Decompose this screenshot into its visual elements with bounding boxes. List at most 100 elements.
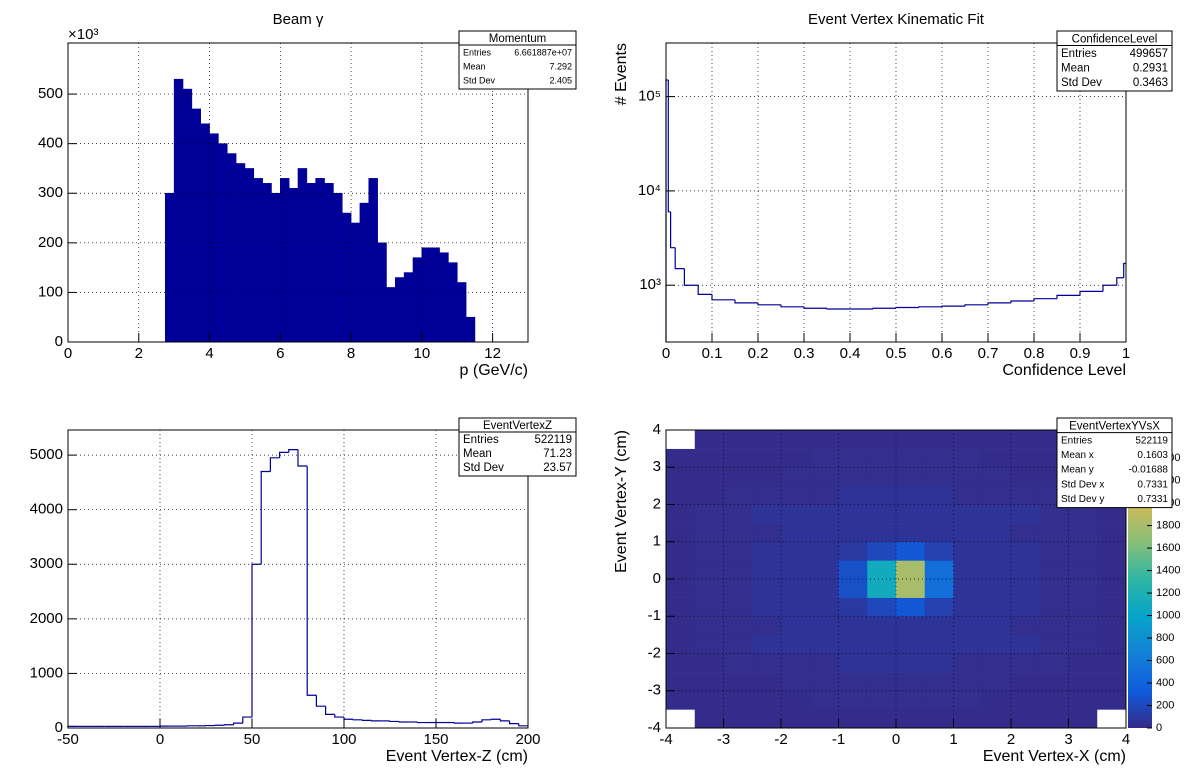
heatmap-cell: [896, 653, 926, 673]
heatmap-cell: [838, 504, 868, 524]
heatmap-cell: [1011, 523, 1041, 543]
heatmap-cell: [1011, 653, 1041, 673]
heatmap-cell: [1011, 634, 1041, 654]
chart-title: Beam γ: [273, 11, 324, 28]
heatmap-cell: [781, 541, 811, 561]
heatmap-cell: [838, 467, 868, 487]
histogram-bar: [465, 316, 476, 343]
heatmap-cell: [723, 616, 753, 636]
pad: 0 2 4 6 8 10 12 0 100 200 300 400 500 Beam γ p (GeV/c)…: [38, 11, 577, 379]
y-tick-label: 2000: [30, 610, 63, 627]
y-tick-label: 3000: [30, 555, 63, 572]
color-bar-label: 1400: [1156, 564, 1180, 576]
heatmap-cell: [694, 467, 724, 487]
heatmap-cell: [896, 597, 926, 617]
heatmap-cell: [666, 616, 696, 636]
heatmap-cell: [924, 690, 954, 710]
heatmap-cell: [1039, 672, 1069, 692]
heatmap-cell: [896, 504, 926, 524]
heatmap-cell: [1039, 560, 1069, 580]
heatmap-cell: [752, 467, 782, 487]
heatmap-cell: [1011, 672, 1041, 692]
stats-label: Std Dev y: [1061, 494, 1104, 505]
histogram-step: [472, 721, 482, 724]
histogram-step: [288, 449, 298, 453]
heatmap-cell: [838, 485, 868, 505]
heatmap-cell: [1011, 541, 1041, 561]
heatmap-cell: [666, 653, 696, 673]
heatmap-cell: [809, 448, 839, 468]
heatmap-cell: [1068, 523, 1098, 543]
histogram-step: [233, 722, 243, 725]
heatmap-cell: [838, 448, 868, 468]
heatmap-cell: [1097, 523, 1127, 543]
x-tick-label: 1: [949, 731, 957, 748]
heatmap-cell: [666, 634, 696, 654]
stats-value: 0.7331: [1137, 479, 1168, 490]
heatmap-cell: [953, 709, 983, 729]
pad: -50 0 50 100 150 200010002000300040005000Even…: [30, 417, 577, 765]
heatmap-cell: [953, 448, 983, 468]
heatmap-cell: [694, 485, 724, 505]
heatmap-cell: [666, 485, 696, 505]
heatmap-cell: [809, 560, 839, 580]
heatmap-cell: [1097, 672, 1127, 692]
histogram-step: [667, 79, 671, 213]
heatmap-cell: [666, 597, 696, 617]
frame: [67, 429, 529, 729]
histogram-bar: [173, 78, 184, 343]
stats-value: -0.01688: [1129, 465, 1169, 476]
histogram-bar: [288, 187, 299, 343]
stats-label: Mean y: [1061, 465, 1094, 476]
heatmap-cell: [809, 690, 839, 710]
histogram-step: [361, 719, 372, 721]
stats-value: 0.2931: [1133, 62, 1168, 74]
histogram-bar: [412, 257, 423, 343]
histogram-bar: [368, 178, 378, 343]
heatmap-cell: [752, 653, 782, 673]
heatmap-cell: [896, 672, 926, 692]
stats-frame: [458, 30, 577, 90]
heatmap-cell: [1068, 672, 1098, 692]
heatmap-cell: [752, 560, 782, 580]
heatmap-cell: [982, 690, 1012, 710]
histogram-step: [1010, 300, 1034, 303]
pad: 0 0.1 0.2 0.3 0.4 0.5 0.6 0.7 0.8 0.9 1 10³ 10⁴ 10⁵ Ev…: [613, 11, 1173, 379]
histogram-step: [780, 304, 804, 308]
heatmap-cell: [666, 541, 696, 561]
heatmap-cell: [666, 523, 696, 543]
heatmap-cell: [1011, 430, 1041, 449]
histogram-bar: [262, 183, 272, 343]
stats-label: Entries: [463, 47, 492, 57]
heatmap-cell: [809, 579, 839, 598]
stats-label: Entries: [463, 434, 499, 446]
y-tick-label: 10⁴: [638, 182, 661, 199]
heatmap-cell: [1039, 523, 1069, 543]
heatmap-cell: [809, 597, 839, 617]
heatmap-cell: [1011, 709, 1041, 729]
heatmap-cell: [867, 541, 897, 561]
heatmap-cell: [1011, 597, 1041, 617]
histogram-step: [1033, 298, 1057, 302]
heatmap-cell: [953, 634, 983, 654]
stats-label: Std Dev x: [1061, 479, 1104, 490]
heatmap-cell: [924, 616, 954, 636]
heatmap-cell: [666, 504, 696, 524]
heatmap-cell: [867, 504, 897, 524]
heatmap-cell: [924, 485, 954, 505]
histogram-step: [670, 211, 676, 249]
x-tick-label: 2: [1007, 731, 1015, 748]
heatmap-cell: [867, 672, 897, 692]
stats-label: Mean: [1061, 62, 1090, 74]
heatmap-cell: [953, 523, 983, 543]
histogram-bar: [456, 282, 467, 343]
heatmap-cell: [867, 653, 897, 673]
heatmap-cell: [838, 560, 868, 580]
heatmap-cell: [838, 709, 868, 729]
histogram-bar: [165, 192, 175, 343]
heatmap-cell: [723, 467, 753, 487]
heatmap-cell: [1039, 709, 1069, 729]
y-axis-label: Event Vertex-Y (cm): [613, 430, 630, 573]
heatmap-cell: [924, 523, 954, 543]
stats-box: EventVertexYVsX Entries 522119 Mean x 0.1603…: [1056, 417, 1173, 509]
